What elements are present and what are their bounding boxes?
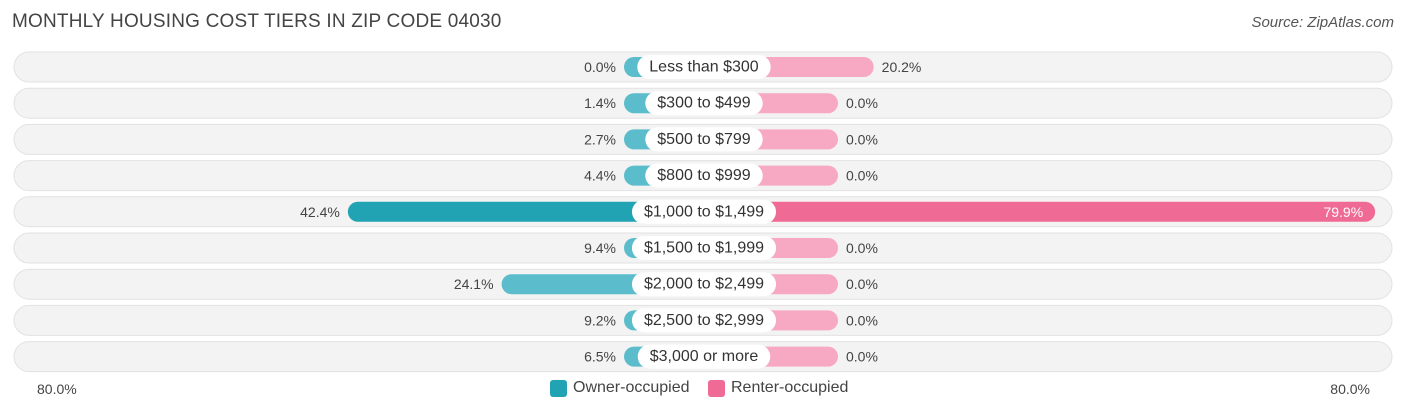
category-label-pill: [631, 272, 777, 297]
renter-value-label: 0.0%: [846, 131, 878, 147]
chart-title: MONTHLY HOUSING COST TIERS IN ZIP CODE 0…: [12, 11, 502, 32]
renter-value-label: 0.0%: [846, 312, 878, 328]
legend-owner-swatch: [550, 379, 567, 397]
category-label: $2,000 to $2,499: [644, 276, 764, 293]
category-label-pill: [645, 91, 763, 116]
source-label: Source: ZipAtlas.com: [1251, 14, 1394, 31]
renter-value-label: 20.2%: [882, 59, 922, 75]
category-label-pill: [631, 308, 777, 333]
owner-value-label: 6.5%: [584, 349, 616, 365]
legend-renter-label: Renter-occupied: [731, 379, 849, 396]
owner-value-label: 9.4%: [584, 240, 616, 256]
owner-value-label: 2.7%: [584, 131, 616, 147]
category-label-pill: [645, 127, 763, 152]
renter-value-label: 0.0%: [846, 349, 878, 365]
legend-owner-label: Owner-occupied: [573, 379, 690, 396]
owner-bar: [347, 201, 704, 222]
category-label-pill: [631, 199, 777, 224]
owner-value-label: 1.4%: [584, 95, 616, 111]
category-label: $2,500 to $2,999: [644, 312, 764, 329]
renter-bar: [704, 201, 1376, 222]
category-label: $1,000 to $1,499: [644, 203, 764, 220]
category-label-pill: [645, 163, 763, 188]
category-label-pill: [631, 236, 777, 260]
legend-owner: Owner-occupied: [550, 379, 690, 397]
renter-value-label: 79.9%: [1323, 204, 1363, 220]
axis-right-label: 80.0%: [1330, 381, 1370, 397]
renter-value-label: 0.0%: [846, 168, 878, 184]
legend-renter: Renter-occupied: [708, 379, 848, 397]
owner-value-label: 9.2%: [584, 312, 616, 328]
category-label: $800 to $999: [657, 167, 751, 184]
owner-value-label: 24.1%: [454, 276, 494, 292]
axis-left-label: 80.0%: [37, 381, 77, 397]
legend: Owner-occupied Renter-occupied: [0, 379, 1406, 401]
renter-value-label: 0.0%: [846, 240, 878, 256]
legend-renter-swatch: [708, 379, 725, 397]
chart-area: 0.0% 20.2% Less than $300 1.4% 0.0% $300 to $…: [13, 51, 1393, 373]
category-label: $1,500 to $1,999: [644, 240, 764, 257]
category-label: $300 to $499: [657, 95, 751, 112]
owner-value-label: 0.0%: [584, 59, 616, 75]
category-label: Less than $300: [649, 59, 759, 76]
owner-value-label: 4.4%: [584, 168, 616, 184]
category-label-pill: [637, 344, 771, 369]
owner-value-label: 42.4%: [300, 204, 340, 220]
category-label-pill: [637, 55, 771, 79]
category-label: $3,000 or more: [650, 348, 759, 365]
renter-value-label: 0.0%: [846, 95, 878, 111]
category-label: $500 to $799: [657, 131, 751, 148]
renter-value-label: 0.0%: [846, 276, 878, 292]
